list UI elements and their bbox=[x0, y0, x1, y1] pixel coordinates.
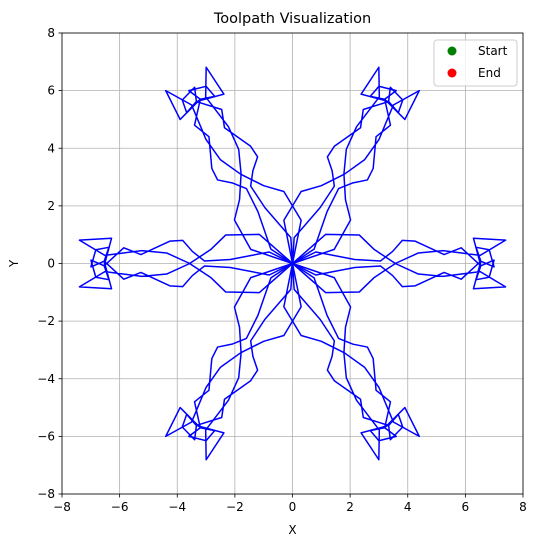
x-tick-label: −4 bbox=[168, 500, 186, 514]
toolpath-line bbox=[78, 233, 293, 290]
x-tick-label: 2 bbox=[346, 500, 354, 514]
x-tick-label: −8 bbox=[53, 500, 71, 514]
plot-clip-group bbox=[78, 66, 507, 461]
legend-start-marker bbox=[447, 46, 457, 56]
x-tick-label: −6 bbox=[111, 500, 129, 514]
x-axis-ticks: −8 −6 −4 −2 0 2 4 6 8 bbox=[53, 494, 527, 514]
chart-title: Toolpath Visualization bbox=[213, 11, 371, 27]
toolpath-curves bbox=[78, 66, 507, 461]
grid bbox=[61, 32, 524, 495]
toolpath-line bbox=[291, 262, 404, 461]
toolpath-line bbox=[164, 262, 302, 442]
toolpath-line bbox=[292, 233, 507, 290]
legend: Start End bbox=[433, 39, 518, 87]
y-tick-label: −8 bbox=[37, 487, 55, 501]
legend-end-label: End bbox=[478, 66, 501, 80]
x-tick-label: 8 bbox=[519, 500, 527, 514]
toolpath-line bbox=[181, 262, 294, 461]
x-axis-label: X bbox=[288, 523, 296, 537]
x-tick-label: −2 bbox=[226, 500, 244, 514]
legend-end-marker bbox=[447, 68, 457, 78]
y-tick-label: −2 bbox=[37, 314, 55, 328]
x-tick-label: 4 bbox=[404, 500, 412, 514]
y-axis-label: Y bbox=[7, 259, 21, 268]
toolpath-line bbox=[291, 66, 404, 265]
x-tick-label: 6 bbox=[462, 500, 470, 514]
y-tick-label: 0 bbox=[47, 257, 55, 271]
y-tick-label: 6 bbox=[47, 84, 55, 98]
y-tick-label: 8 bbox=[47, 26, 55, 40]
y-axis-ticks: −8 −6 −4 −2 0 2 4 6 8 bbox=[37, 26, 62, 501]
y-tick-label: −6 bbox=[37, 429, 55, 443]
y-tick-label: −4 bbox=[37, 372, 55, 386]
toolpath-line bbox=[283, 262, 421, 442]
toolpath-line bbox=[292, 237, 507, 294]
toolpath-line bbox=[283, 85, 421, 265]
y-tick-label: 4 bbox=[47, 141, 55, 155]
y-tick-label: 2 bbox=[47, 199, 55, 213]
toolpath-line bbox=[78, 237, 293, 294]
toolpath-line bbox=[181, 66, 294, 265]
toolpath-line bbox=[164, 85, 302, 265]
x-tick-label: 0 bbox=[289, 500, 297, 514]
legend-start-label: Start bbox=[478, 44, 508, 58]
